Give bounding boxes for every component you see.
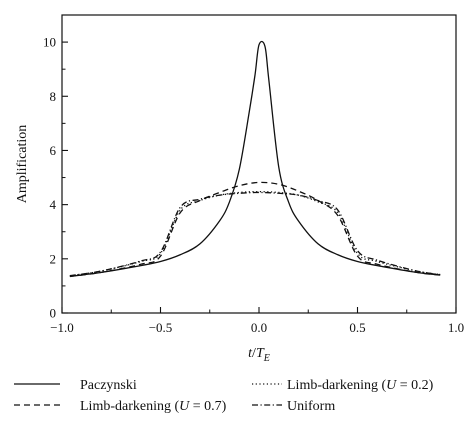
y-axis-label: Amplification [15,125,30,204]
y-tick-label: 6 [50,143,57,158]
x-tick-label: 1.0 [448,320,464,335]
series-line-paczynski [69,40,441,278]
x-tick-label: 0.0 [251,320,267,335]
x-tick-label: −0.5 [149,320,173,335]
y-tick-label: 8 [50,89,57,104]
y-tick-label: 0 [50,306,57,321]
legend-label-uniform: Uniform [287,399,335,414]
y-tick-label: 2 [50,251,57,266]
legend-label-limb-07: Limb-darkening (U = 0.7) [80,399,227,414]
series-line-uniform [69,191,441,277]
y-tick-label: 10 [43,35,56,50]
tick-marks [61,41,457,314]
y-tick-label: 4 [50,197,57,212]
legend: Paczynski Limb-darkening (U = 0.7) Limb-… [14,378,434,414]
series-line-limb-darkening-u-0-2 [69,190,441,277]
series-lines [69,40,441,278]
tick-labels: −1.0 −0.5 0.0 0.5 1.0 0 2 4 6 8 10 [43,35,464,335]
x-axis-label: t/TE [248,346,270,364]
x-tick-label: 0.5 [349,320,365,335]
x-tick-label: −1.0 [50,320,74,335]
legend-label-paczynski: Paczynski [80,378,137,393]
legend-label-limb-02: Limb-darkening (U = 0.2) [287,378,434,393]
